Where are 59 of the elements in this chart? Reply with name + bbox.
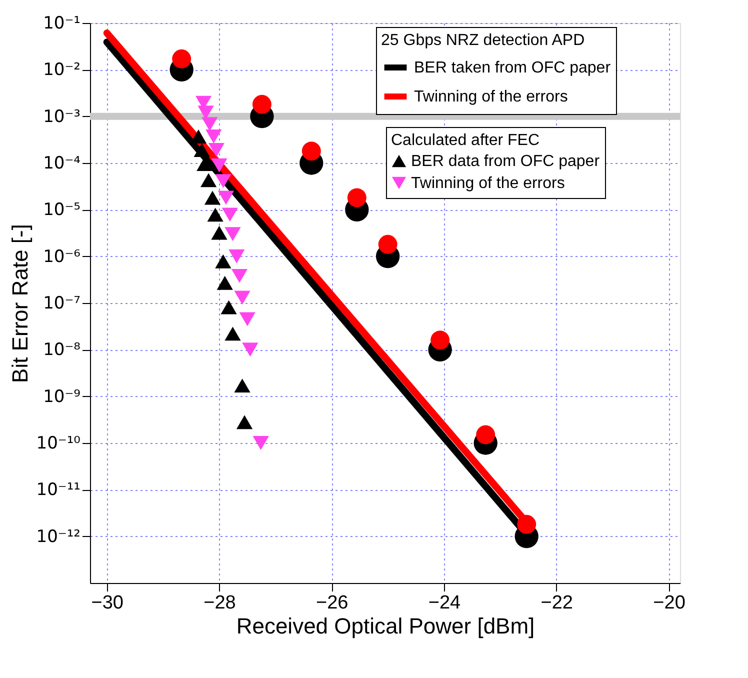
x-axis-title: Received Optical Power [dBm]: [236, 614, 535, 638]
point: [218, 190, 234, 205]
x-tick-label: −28: [204, 592, 236, 614]
point: [224, 227, 241, 242]
legend-label: Twinning of the errors: [414, 88, 568, 106]
y-tick-label: 10⁻⁸: [43, 340, 81, 360]
point: [242, 342, 258, 357]
y-tick-label: 10⁻⁷: [43, 294, 81, 314]
point: [517, 514, 536, 534]
x-tick-label: −22: [540, 592, 573, 614]
point: [228, 249, 245, 264]
y-tick-label: 10⁻¹²: [36, 526, 80, 547]
point: [215, 174, 232, 188]
point: [234, 290, 250, 305]
point: [239, 312, 256, 326]
y-tick-label: 10⁻⁵: [43, 200, 80, 220]
y-axis-title: Bit Error Rate [-]: [7, 224, 32, 383]
point: [206, 130, 222, 144]
y-tick-label: 10⁻²: [43, 60, 80, 80]
point: [476, 425, 496, 444]
y-tick-label: 10⁻⁹: [43, 386, 81, 407]
y-tick-label: 10⁻¹: [43, 14, 80, 34]
point: [211, 158, 228, 172]
point: [208, 143, 224, 157]
point: [202, 117, 218, 132]
point: [430, 330, 450, 350]
x-tick-label: −30: [91, 592, 124, 614]
legend-label: BER data from OFC paper: [411, 153, 600, 170]
y-tick-label: 10⁻³: [43, 106, 80, 127]
legend-title: 25 Gbps NRZ detection APD: [381, 32, 585, 49]
point: [211, 226, 228, 240]
point: [378, 234, 398, 254]
point: [215, 254, 232, 268]
legend-label: Twinning of the errors: [411, 175, 565, 192]
point: [172, 49, 192, 68]
legend-label: BER taken from OFC paper: [414, 60, 612, 76]
x-tick-label: −24: [428, 592, 462, 614]
annotation: Calculated after FEC: [391, 132, 540, 149]
x-tick-label: −26: [316, 592, 348, 614]
y-tick-label: 10⁻⁶: [43, 246, 81, 267]
point: [220, 300, 237, 314]
point: [252, 436, 269, 450]
point: [204, 190, 221, 205]
point: [207, 208, 224, 222]
point: [236, 415, 253, 430]
point: [194, 143, 210, 157]
point: [252, 94, 272, 114]
y-tick-label: 10⁻¹⁰: [36, 434, 81, 454]
point: [224, 326, 241, 341]
point: [231, 268, 248, 283]
point: [200, 173, 217, 188]
point: [216, 276, 233, 290]
point: [222, 208, 238, 222]
y-tick-label: 10⁻⁴: [43, 154, 81, 174]
point: [234, 378, 250, 393]
x-tick-label: −20: [653, 592, 686, 614]
point: [302, 142, 321, 161]
point: [347, 188, 366, 208]
y-tick-label: 10⁻¹¹: [36, 480, 80, 500]
